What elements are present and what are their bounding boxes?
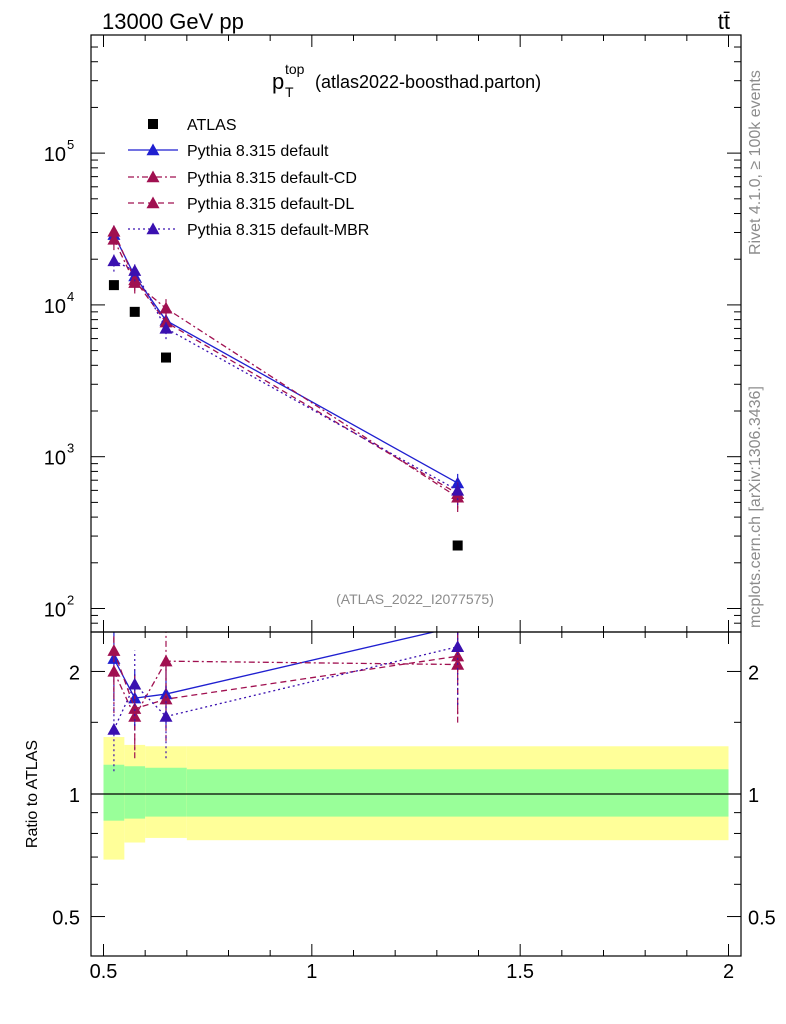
- data-point: [128, 273, 142, 286]
- ratio-line: [113, 650, 458, 710]
- ratio-y-tick-label: 0.5: [52, 908, 80, 930]
- atlas-point: [108, 280, 119, 291]
- ratio-point: [128, 677, 142, 690]
- y-tick-label-exp: 2: [67, 592, 74, 607]
- ratio-bands: [103, 737, 729, 860]
- ratio-point: [451, 640, 465, 652]
- legend-marker: [146, 143, 160, 156]
- series-line: [113, 231, 458, 495]
- title-sub: T: [285, 84, 294, 100]
- atlas-point: [161, 352, 171, 363]
- analysis-tag: (ATLAS_2022_I2077575): [336, 591, 494, 607]
- series-0: [107, 225, 465, 494]
- y-tick-label: 10: [44, 144, 66, 166]
- ratio-point: [159, 710, 173, 722]
- data-point: [159, 301, 173, 314]
- chart-title: p top T (atlas2022-boosthad.parton): [272, 61, 541, 100]
- y-tick-label-exp: 4: [67, 289, 74, 304]
- legend: ATLAS Pythia 8.315 default Pythia 8.315 de…: [128, 117, 369, 239]
- y-tick-label: 10: [44, 448, 66, 470]
- title-sup: top: [285, 61, 305, 77]
- legend-label: Pythia 8.315 default-CD: [187, 170, 357, 187]
- ratio-y-tick-label-right: 2: [748, 662, 759, 684]
- ratio-series-1: [107, 632, 465, 759]
- legend-label: Pythia 8.315 default-DL: [187, 196, 354, 213]
- x-tick-label: 0.5: [90, 961, 118, 983]
- data-point: [451, 476, 465, 489]
- ratio-y-tick-label: 1: [69, 785, 80, 807]
- atlas-data: [108, 280, 463, 551]
- mcplots-label: mcplots.cern.ch [arXiv:1306.3436]: [747, 386, 764, 628]
- ratio-point: [128, 702, 142, 714]
- series-line: [113, 239, 459, 498]
- x-tick-label: 2: [723, 961, 734, 983]
- header-right: tt̄: [718, 9, 730, 34]
- series-3: [107, 251, 465, 506]
- series-1: [107, 230, 465, 513]
- legend-marker: [146, 196, 160, 209]
- band-inner: [103, 764, 125, 821]
- y-tick-label-exp: 5: [67, 137, 74, 152]
- title-suffix: (atlas2022-boosthad.parton): [315, 72, 541, 92]
- legend-marker: [146, 170, 160, 183]
- ratio-series-2: [107, 632, 465, 751]
- y-tick-label: 10: [44, 296, 66, 318]
- ratio-y-tick-label: 2: [69, 662, 80, 684]
- atlas-point: [452, 540, 463, 551]
- x-tick-label: 1.5: [506, 961, 534, 983]
- title-p: p: [272, 69, 284, 94]
- band-inner: [145, 767, 187, 817]
- band-inner: [186, 769, 729, 817]
- legend-marker-atlas: [148, 119, 158, 129]
- data-point: [451, 483, 465, 496]
- ratio-plot-area: [91, 620, 741, 795]
- ratio-point: [159, 692, 173, 705]
- data-point: [159, 321, 173, 334]
- legend-label: Pythia 8.315 default-MBR: [187, 222, 369, 239]
- band-inner: [124, 766, 146, 819]
- atlas-point: [129, 306, 140, 317]
- series-line: [113, 260, 458, 491]
- ratio-point: [107, 644, 121, 656]
- y-tick-label-exp: 3: [67, 441, 74, 456]
- data-point: [107, 224, 121, 237]
- rivet-label: Rivet 4.1.0, ≥ 100k events: [747, 70, 764, 255]
- ratio-y-tick-label-right: 0.5: [748, 908, 776, 930]
- y-tick-label: 10: [44, 599, 66, 621]
- legend-marker: [146, 222, 160, 235]
- header-left: 13000 GeV pp: [102, 9, 244, 34]
- legend-label: Pythia 8.315 default: [187, 143, 329, 160]
- ratio-ylabel: Ratio to ATLAS: [24, 740, 41, 848]
- ratio-point: [159, 654, 173, 667]
- data-point: [107, 254, 121, 267]
- ratio-line: [113, 660, 458, 718]
- ratio-point: [107, 723, 121, 735]
- x-tick-label: 1: [306, 961, 317, 983]
- legend-label: ATLAS: [187, 117, 237, 134]
- ratio-point: [451, 649, 465, 662]
- ratio-series-0: [107, 620, 464, 731]
- series-line: [113, 234, 458, 484]
- main-plot-area: [107, 222, 465, 551]
- ratio-point: [451, 620, 464, 632]
- data-point: [128, 264, 142, 276]
- series-2: [107, 222, 465, 509]
- ratio-y-tick-label-right: 1: [748, 785, 759, 807]
- ratio-line: [113, 632, 437, 699]
- data-point: [159, 315, 173, 328]
- ratio-series-3: [107, 632, 465, 772]
